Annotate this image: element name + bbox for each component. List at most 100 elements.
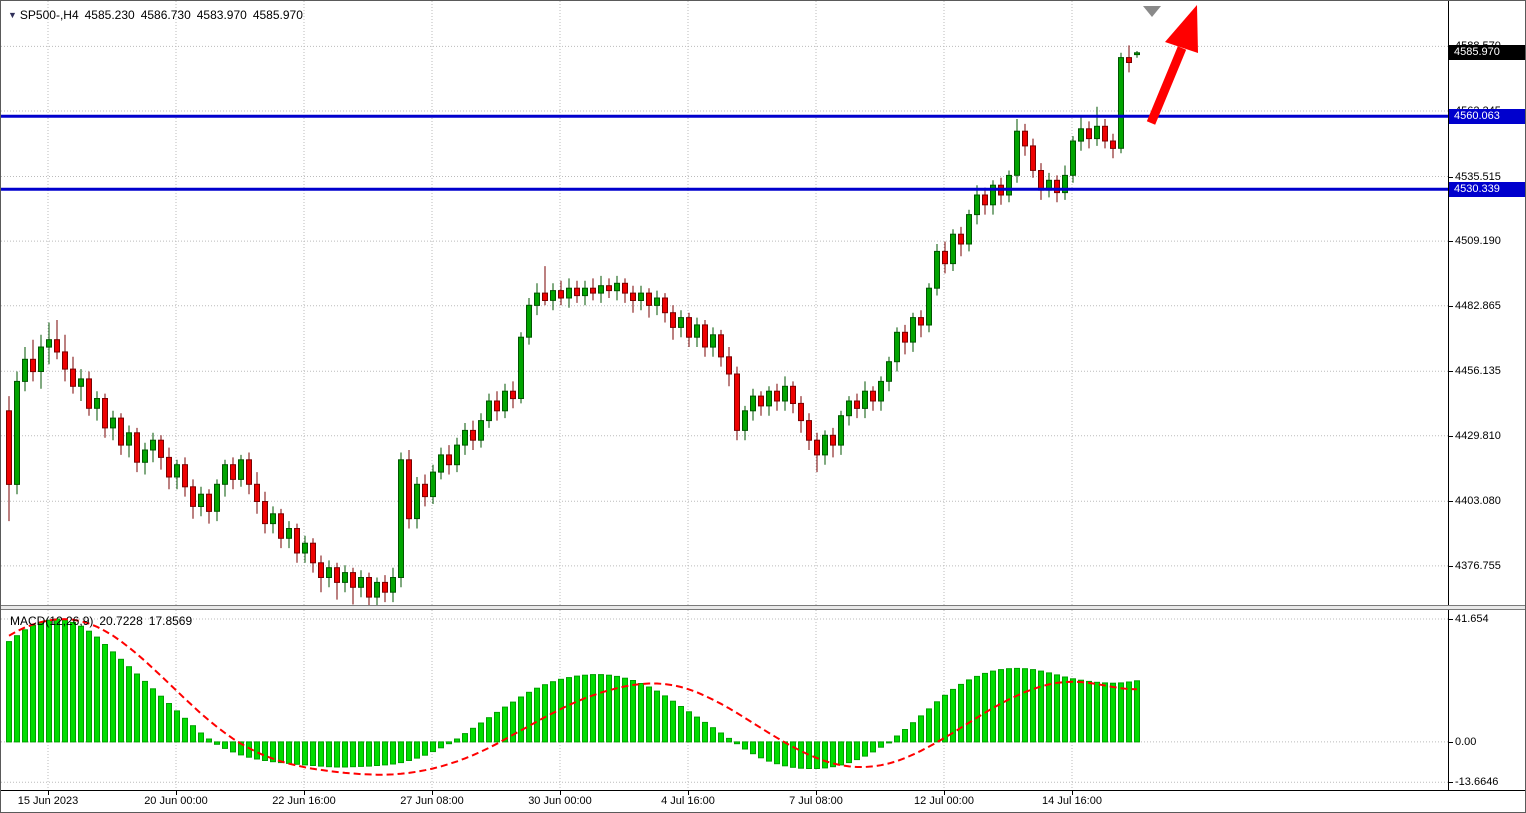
macd-histogram-bar [1078,679,1084,743]
chart-legend: ▼ SP500-,H4 4585.230 4586.730 4583.970 4585.9… [8,8,303,22]
candle-body [334,567,340,583]
macd-histogram-bar [694,716,700,743]
main-price-chart[interactable] [1,1,1448,605]
macd-histogram-bar [326,741,332,768]
price-axis-tick [1448,782,1453,783]
macd-histogram-bar [710,727,716,743]
candle-body [902,331,908,343]
macd-histogram-bar [22,629,28,743]
macd-histogram-bar [878,741,884,748]
macd-histogram-bar [646,686,652,743]
candle-body [1038,170,1044,191]
candle-body [150,439,156,451]
macd-histogram-bar [702,721,708,743]
candle-body [486,400,492,422]
ohlc-close: 4585.970 [252,8,303,22]
macd-histogram-bar [14,635,20,743]
macd-histogram-bar [854,741,860,761]
macd-axis-label: -13.6646 [1455,776,1499,789]
macd-histogram-bar [910,722,916,743]
candle-body [246,459,252,485]
time-axis-label: 30 Jun 00:00 [528,795,592,807]
candle-body [734,373,740,431]
macd-histogram-bar [590,674,596,743]
candle-body [854,400,860,409]
macd-histogram-bar [358,741,364,767]
macd-histogram-bar [1094,681,1100,743]
candle-body [638,292,644,302]
candle-body [1126,57,1132,63]
macd-histogram-bar [38,621,44,743]
candle-body [1062,174,1068,194]
macd-histogram-bar [1046,672,1052,743]
panel-splitter[interactable] [1,605,1525,610]
macd-indicator-chart[interactable] [1,610,1448,790]
candle-body [510,390,516,400]
candle-body [614,282,620,292]
candle-body [982,194,988,206]
macd-histogram-bar [30,624,36,743]
macd-histogram-bar [454,738,460,743]
macd-histogram-bar [334,741,340,768]
candle-body [134,432,140,463]
macd-histogram-bar [862,741,868,757]
candle-body [558,290,564,299]
macd-histogram-bar [846,741,852,764]
macd-histogram-bar [462,733,468,743]
candle-body [1078,128,1084,142]
macd-histogram-bar [526,691,532,743]
macd-histogram-bar [158,695,164,743]
macd-signal-line [8,618,1138,776]
candle-body [606,285,612,292]
macd-histogram-bar [1022,668,1028,743]
time-axis-tick [432,791,433,795]
macd-histogram-bar [958,683,964,743]
macd-histogram-bar [758,741,764,759]
macd-histogram-bar [830,741,836,768]
candle-body [30,358,36,373]
candle-body [358,577,364,588]
candle-body [926,287,932,326]
macd-histogram-bar [542,684,548,743]
candle-body [462,429,468,446]
time-axis[interactable]: 15 Jun 2023 20 Jun 00:00 22 Jun 16:00 27 Ju… [1,790,1525,812]
candle-body [390,577,396,593]
candle-body [574,287,580,297]
time-axis-tick [304,791,305,795]
macd-histogram-bar [1054,674,1060,743]
price-badge: 4560.063 [1449,108,1525,124]
macd-histogram-bar [414,741,420,759]
candle-body [254,483,260,502]
candle-body [502,390,508,412]
trend-arrow-head [1165,5,1198,53]
macd-histogram-bar [998,669,1004,743]
candle-body [798,402,804,422]
macd-histogram-bar [902,729,908,743]
macd-histogram-bar [598,674,604,743]
candle-body [654,297,660,306]
candle-body [630,292,636,302]
macd-histogram-bar [302,741,308,766]
macd-histogram-bar [582,674,588,743]
macd-histogram-bar [894,735,900,743]
macd-histogram-bar [782,741,788,767]
candle-body [374,581,380,598]
macd-histogram-bar [1030,669,1036,743]
macd-legend: MACD(12,26,9) 20.7228 17.8569 [10,614,192,628]
time-axis-label: 12 Jul 00:00 [914,795,974,807]
candle-body [1022,130,1028,147]
macd-histogram-bar [622,677,628,743]
price-axis-tick [1448,371,1453,372]
macd-histogram-bar [118,658,124,743]
macd-histogram-bar [1086,680,1092,743]
candle-body [566,287,572,299]
time-axis-tick [1072,791,1073,795]
candle-body [478,420,484,441]
candle-body [118,417,124,446]
macd-histogram-bar [670,700,676,743]
candle-body [238,459,244,480]
price-axis-tick [1448,436,1453,437]
candle-body [518,336,524,400]
macd-histogram-bar [950,688,956,743]
